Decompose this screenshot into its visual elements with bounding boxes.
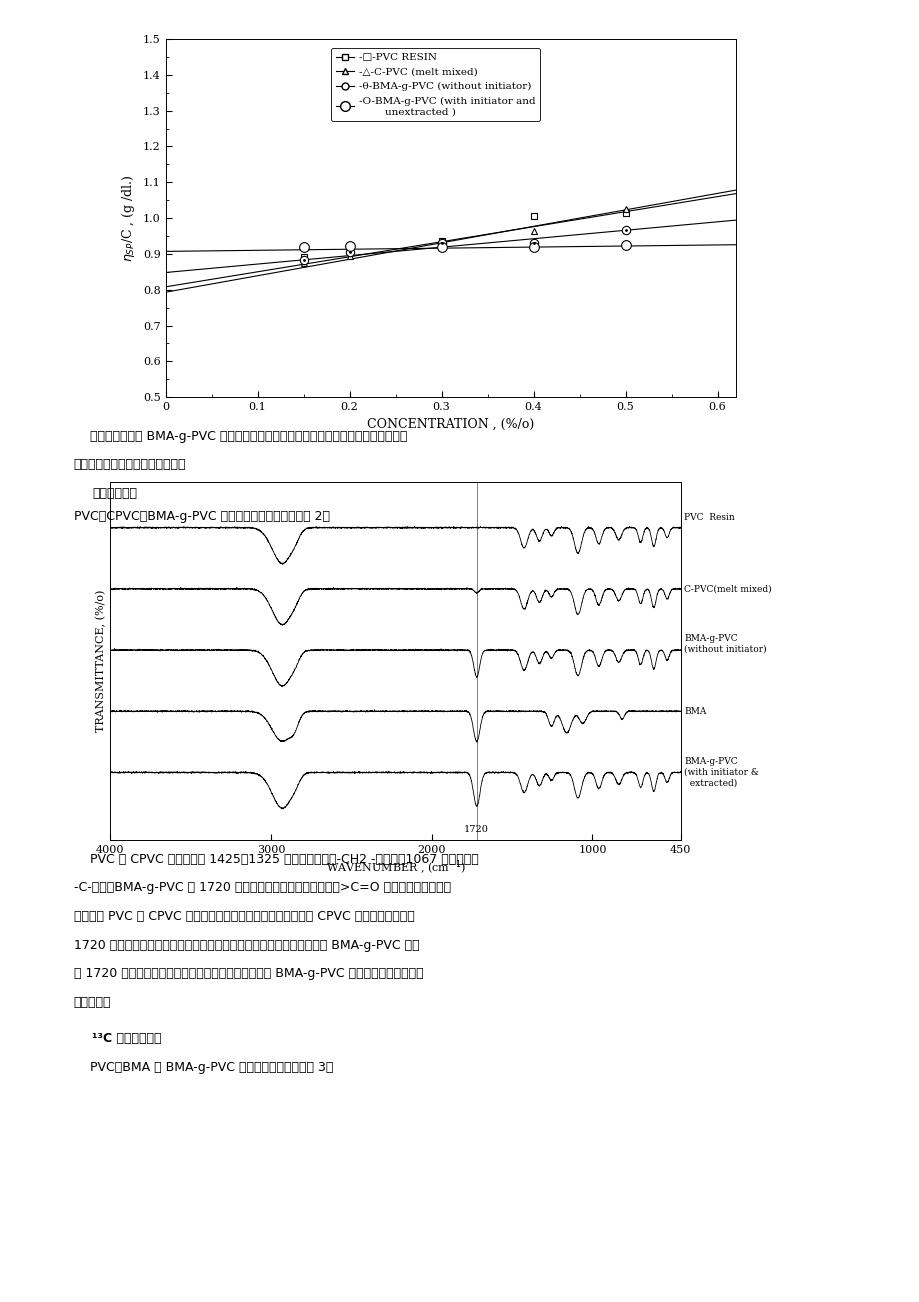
Text: BMA-g-PVC
(without initiator): BMA-g-PVC (without initiator) (683, 634, 766, 654)
X-axis label: WAVENUMBER , (cm$^{-1}$): WAVENUMBER , (cm$^{-1}$) (325, 859, 465, 878)
Text: ¹³C 核磁共振光谱: ¹³C 核磁共振光谱 (92, 1032, 162, 1046)
Text: BMA: BMA (683, 707, 706, 716)
Text: 红外光谱分析: 红外光谱分析 (92, 487, 137, 500)
Text: PVC  Resin: PVC Resin (683, 513, 734, 522)
Legend: -□-PVC RESIN, -△-C-PVC (melt mixed), -θ-BMA-g-PVC (without initiator), -O-BMA-g-: -□-PVC RESIN, -△-C-PVC (melt mixed), -θ-… (330, 48, 539, 121)
Text: PVC、BMA 和 BMA-g-PVC 的核磁共振谱信息如图 3：: PVC、BMA 和 BMA-g-PVC 的核磁共振谱信息如图 3： (74, 1061, 333, 1074)
Text: 由表中可以看出 BMA-g-PVC 的粘度要比其他物质都高。这说明了接枝共聚物已经合成: 由表中可以看出 BMA-g-PVC 的粘度要比其他物质都高。这说明了接枝共聚物已… (74, 430, 406, 443)
Text: 1720: 1720 (464, 824, 489, 833)
Text: 吸收峰在 PVC 和 CPVC 中没有存在，说明接枝是存在的。但是 CPVC 有一个很弱的峰在: 吸收峰在 PVC 和 CPVC 中没有存在，说明接枝是存在的。但是 CPVC 有… (74, 910, 414, 923)
Text: BMA-g-PVC
(with initiator &
  extracted): BMA-g-PVC (with initiator & extracted) (683, 758, 758, 788)
Text: 1720 时出现，可能是因为灰基硬脂酸的缘故。没有引发剂情况下接枝的 BMA-g-PVC 虽然: 1720 时出现，可能是因为灰基硬脂酸的缘故。没有引发剂情况下接枝的 BMA-g… (74, 939, 419, 952)
Y-axis label: TRANSMITTANCE, (%/o): TRANSMITTANCE, (%/o) (96, 590, 106, 732)
Y-axis label: $\eta_{SP}$/C , (g /dl.): $\eta_{SP}$/C , (g /dl.) (120, 174, 137, 262)
Text: 在 1720 也有一个峰出现，但是明显没有家了引发剂的 BMA-g-PVC 强，所以引发剂也是很: 在 1720 也有一个峰出现，但是明显没有家了引发剂的 BMA-g-PVC 强，… (74, 967, 423, 980)
Text: C-PVC(melt mixed): C-PVC(melt mixed) (683, 585, 771, 594)
X-axis label: CONCENTRATION , (%/o): CONCENTRATION , (%/o) (367, 418, 534, 431)
Text: 有作用的。: 有作用的。 (74, 996, 111, 1009)
Text: 且拥有比其他物质更高的分子量。: 且拥有比其他物质更高的分子量。 (74, 458, 186, 471)
Text: PVC、CPVC、BMA-g-PVC 共聚物的红外光谱分析如图 2：: PVC、CPVC、BMA-g-PVC 共聚物的红外光谱分析如图 2： (74, 510, 329, 523)
Text: -C-基团。BMA-g-PVC 在 1720 时有一个很强的吸收峰，应该是>C=O 存在的缘故。这样的: -C-基团。BMA-g-PVC 在 1720 时有一个很强的吸收峰，应该是>C=… (74, 881, 450, 894)
Text: PVC 和 CPVC 的吸收峰在 1425、1325 时出现，应该是-CH2 -的振动，1067 时的峰对应: PVC 和 CPVC 的吸收峰在 1425、1325 时出现，应该是-CH2 -… (74, 853, 478, 866)
